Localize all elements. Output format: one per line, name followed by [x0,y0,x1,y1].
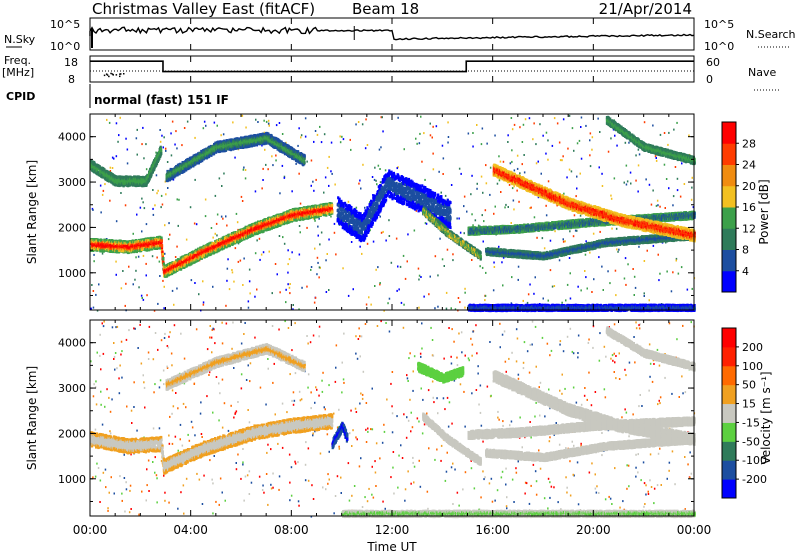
colorbar-tick-label: -50 [742,435,760,448]
colorbar-tick-label: 24 [742,159,756,172]
nave-tick-high: 60 [706,56,720,69]
colorbar-tick-label: 100 [742,360,763,373]
cpid-label: CPID [6,90,35,103]
colorbar-segment [722,479,736,498]
y-tick-label: 2000 [58,221,86,234]
colorbar-segment [722,186,736,208]
nave-label: Nave [748,66,776,79]
date-label: 21/Apr/2014 [599,0,692,18]
cpid-value: normal (fast) 151 IF [94,93,229,107]
y-tick-label: 2000 [58,427,86,440]
colorbar-segment [722,347,736,366]
freq-label-line2: [MHz] [2,66,34,79]
colorbar-segment [722,404,736,423]
nsky-tick-low: 10^0 [50,40,80,53]
colorbar-segment [722,460,736,479]
radar-summary-plot: Christmas Valley East (fitACF) Beam 18 2… [0,0,800,554]
nsky-panel: N.Sky 10^5 10^0 10^5 10^0 N.Search [4,18,796,53]
colorbar-segment [722,385,736,404]
nave-tick-low: 0 [706,73,713,86]
x-tick-label: 00:00 [677,523,712,537]
colorbar-segment [722,228,736,250]
power-panel: 1000 2000 3000 4000 Slant Range [km] 4 8 12 16… [25,114,771,312]
velocity-colorbar-label: Velocity [m s⁻¹] [759,371,773,464]
freq-tick-high: 18 [64,56,78,69]
velocity-ylabel: Slant Range [km] [25,366,39,470]
velocity-echo-band [342,510,696,518]
y-tick-label: 3000 [58,382,86,395]
time-axis-label: Time UT [366,540,417,554]
colorbar-segment [722,366,736,385]
nsearch-tick-low: 10^0 [704,40,734,53]
power-ylabel: Slant Range [km] [25,160,39,264]
x-tick-label: 12:00 [375,523,410,537]
freq-trace [90,61,694,71]
power-echo-band [606,116,696,165]
power-colorbar-label: Power [dB] [757,179,771,244]
colorbar-segment [722,441,736,460]
velocity-echo-band [166,343,306,391]
colorbar-tick-label: 28 [742,137,756,150]
x-tick-label: 16:00 [475,523,510,537]
colorbar-tick-label: -200 [742,473,767,486]
colorbar-segment [722,328,736,347]
nsky-trace [90,27,694,39]
x-tick-label: 00:00 [73,523,108,537]
nsky-tick-high: 10^5 [50,18,80,31]
nsearch-tick-high: 10^5 [704,18,734,31]
freq-tick-low: 8 [68,73,75,86]
colorbar-tick-label: 20 [742,180,756,193]
colorbar-tick-label: 12 [742,222,756,235]
power-echo-band [468,304,696,312]
colorbar-segment [722,122,736,144]
colorbar-tick-label: 200 [742,341,763,354]
colorbar-segment [722,165,736,187]
colorbar-tick-label: 16 [742,201,756,214]
colorbar-segment [722,143,736,165]
velocity-echo-band [332,422,349,450]
power-echo-band [90,202,333,278]
y-tick-label: 3000 [58,176,86,189]
velocity-echo-band [90,413,333,475]
colorbar-segment [722,271,736,293]
freq-panel: Freq. [MHz] 18 8 60 0 Nave [2,54,780,90]
colorbar-segment [722,207,736,229]
power-echo-band [90,146,162,188]
colorbar-segment [722,422,736,441]
power-echo-band [337,169,452,242]
nsearch-label: N.Search [746,28,796,41]
y-tick-label: 4000 [58,337,86,350]
colorbar-tick-label: 4 [742,265,749,278]
y-tick-label: 4000 [58,131,86,144]
x-tick-label: 08:00 [274,523,309,537]
y-tick-label: 1000 [58,267,86,280]
colorbar-tick-label: 8 [742,244,749,257]
x-tick-label: 04:00 [173,523,208,537]
nsky-label: N.Sky [4,33,36,46]
beam-label: Beam 18 [352,0,419,18]
y-tick-label: 1000 [58,473,86,486]
cpid-panel: CPID normal (fast) 151 IF [6,84,229,108]
x-tick-label: 20:00 [576,523,611,537]
colorbar-tick-label: -15 [742,416,760,429]
colorbar-segment [722,250,736,272]
colorbar-tick-label: 15 [742,398,756,411]
station-title: Christmas Valley East (fitACF) [92,0,315,18]
velocity-panel: 1000 2000 3000 4000 Slant Range [km] 200 100… [25,320,773,518]
colorbar-tick-label: 50 [742,379,756,392]
